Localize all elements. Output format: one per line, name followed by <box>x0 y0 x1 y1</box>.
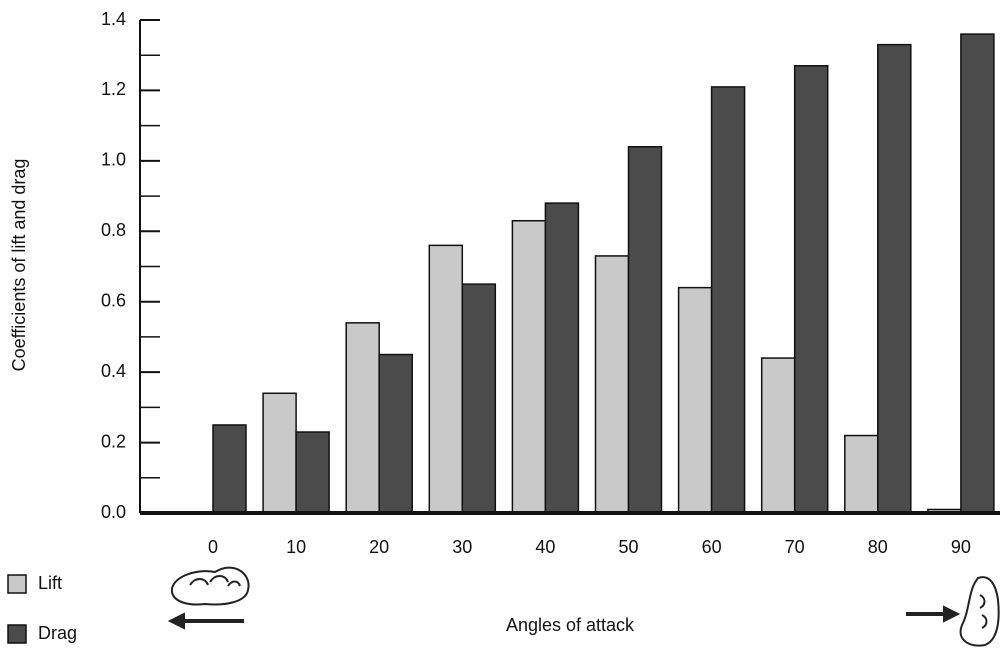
y-tick-label: 1.2 <box>101 79 126 99</box>
x-tick-label: 40 <box>535 537 555 557</box>
bar <box>296 432 329 513</box>
y-tick-label: 1.4 <box>101 9 126 29</box>
bar <box>462 284 495 513</box>
legend-swatch <box>8 575 26 593</box>
x-tick-label: 60 <box>702 537 722 557</box>
bar <box>795 66 828 513</box>
bar <box>545 203 578 513</box>
bar <box>379 355 412 513</box>
bar <box>762 358 795 513</box>
bar <box>596 256 629 513</box>
seed-icon-right <box>906 577 999 645</box>
x-tick-label: 30 <box>452 537 472 557</box>
bar <box>878 45 911 513</box>
seed-icon-left <box>170 568 249 628</box>
bar <box>512 221 545 513</box>
x-tick-label: 90 <box>951 537 971 557</box>
x-tick-label: 0 <box>208 537 218 557</box>
y-tick-label: 0.0 <box>101 502 126 522</box>
x-tick-label: 20 <box>369 537 389 557</box>
x-tick-label: 10 <box>286 537 306 557</box>
y-tick-label: 0.2 <box>101 431 126 451</box>
chart: Angles of attack Coefficients of lift an… <box>0 0 1000 648</box>
x-tick-label: 80 <box>868 537 888 557</box>
y-tick-label: 0.6 <box>101 290 126 310</box>
bar <box>712 87 745 513</box>
legend-label: Lift <box>38 573 62 593</box>
legend-swatch <box>8 625 26 643</box>
bar <box>961 34 994 513</box>
y-tick-label: 0.4 <box>101 361 126 381</box>
x-tick-label: 70 <box>785 537 805 557</box>
x-axis-label: Angles of attack <box>506 615 635 635</box>
y-tick-label: 0.8 <box>101 220 126 240</box>
bar <box>263 393 296 513</box>
y-axis-label: Coefficients of lift and drag <box>9 159 29 372</box>
legend-label: Drag <box>38 623 77 643</box>
bar <box>429 245 462 513</box>
y-tick-label: 1.0 <box>101 150 126 170</box>
bar <box>845 436 878 513</box>
x-tick-label: 50 <box>618 537 638 557</box>
bar <box>629 147 662 513</box>
bar <box>679 288 712 513</box>
bar <box>346 323 379 513</box>
bar <box>213 425 246 513</box>
